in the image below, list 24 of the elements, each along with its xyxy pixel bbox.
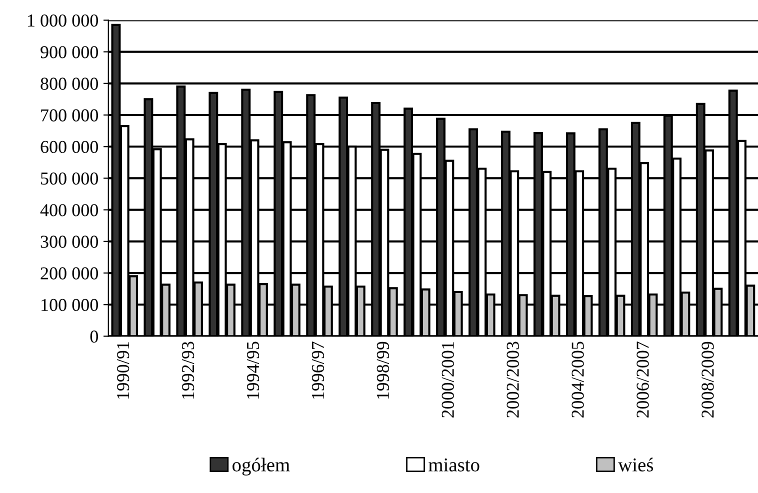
- y-tick-label: 700 000: [41, 109, 98, 122]
- x-tick-label: 1994/95: [246, 342, 260, 399]
- legend-label: miasto: [428, 458, 480, 472]
- x-tick-label: 1998/99: [376, 342, 389, 399]
- x-tick-label: 1992/93: [182, 342, 194, 399]
- y-tick-label: 400 000: [40, 204, 98, 216]
- y-tick-label: 500 000: [41, 172, 98, 185]
- x-tick-label: 1996/97: [312, 342, 324, 399]
- x-tick-label: 2000/2001: [442, 342, 454, 418]
- y-tick-label: 200 000: [40, 267, 98, 280]
- x-tick-label: 2006/2007: [636, 342, 649, 418]
- y-tick-label: 600 000: [40, 140, 98, 154]
- x-tick-label: 2002/2003: [506, 342, 519, 418]
- y-tick-label: 100 000: [42, 298, 98, 312]
- legend-label: wieś: [618, 458, 654, 472]
- y-tick-label: 300 000: [40, 236, 98, 248]
- y-tick-label: 0: [90, 330, 98, 343]
- x-tick-label: 1990/91: [116, 342, 130, 399]
- y-tick-label: 1 000 000: [28, 14, 98, 27]
- y-tick-label: 900 000: [40, 46, 98, 58]
- y-tick-label: 800 000: [40, 78, 98, 90]
- legend-label: ogółem: [232, 458, 290, 476]
- x-tick-label: 2004/2005: [572, 342, 584, 418]
- x-tick-label: 2008/2009: [702, 342, 714, 418]
